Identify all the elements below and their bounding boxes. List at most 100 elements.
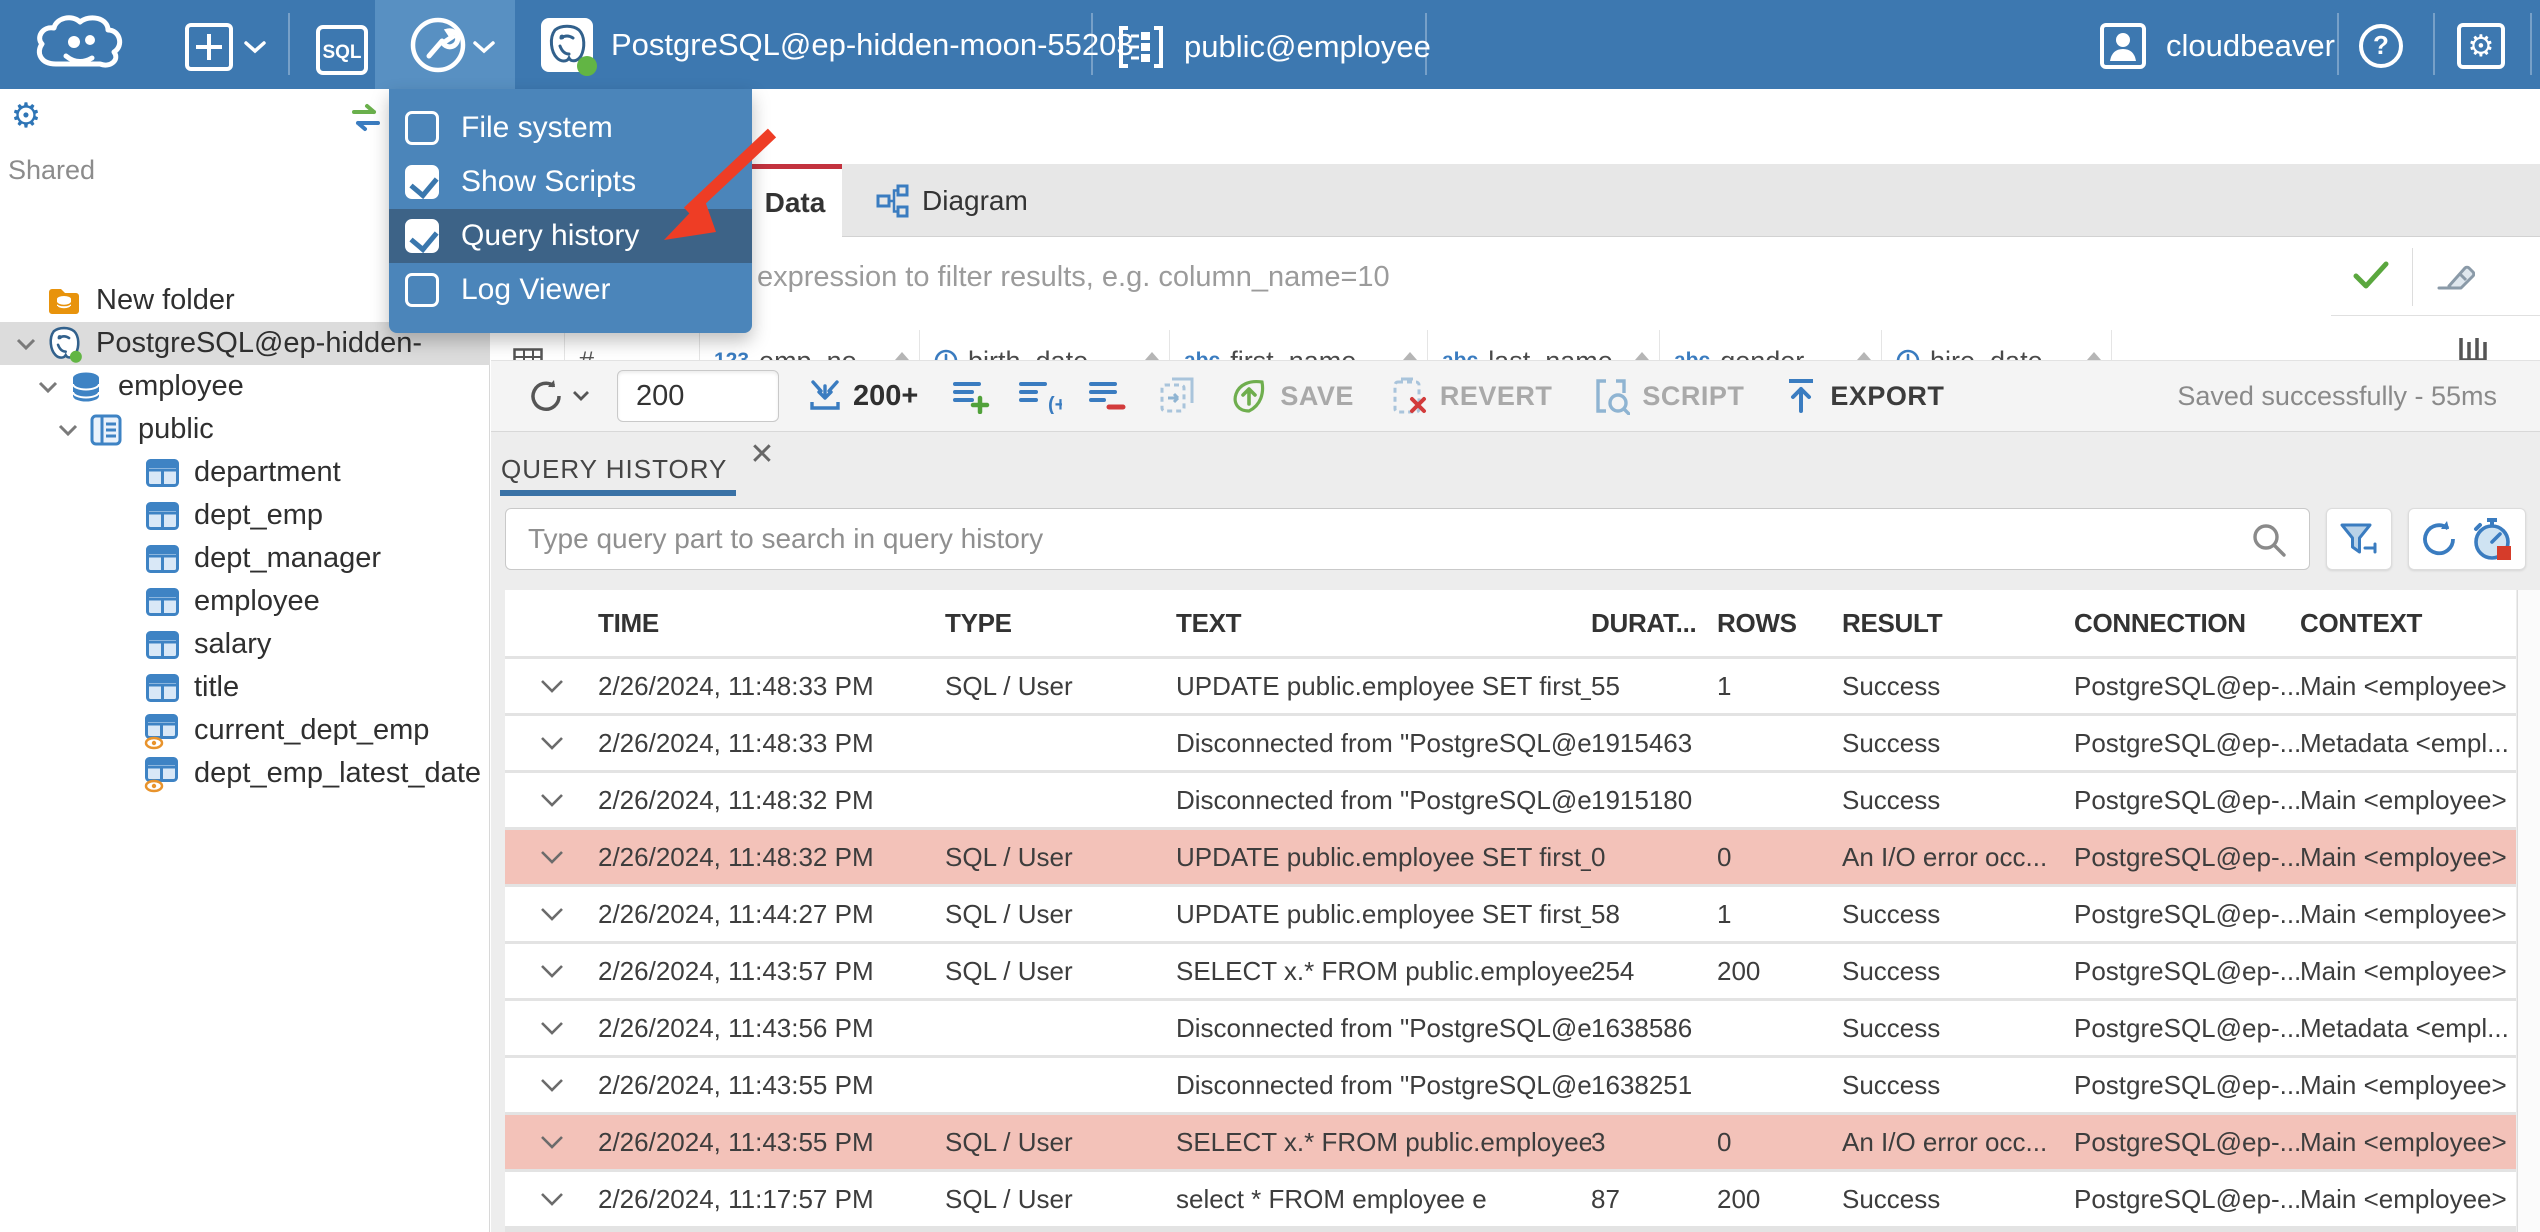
- sort-icon[interactable]: [1635, 351, 1649, 361]
- tree-item[interactable]: current_dept_emp: [0, 709, 490, 752]
- row-expand-chevron-icon[interactable]: [505, 735, 598, 751]
- tree-expand-chevron-icon[interactable]: [104, 638, 144, 652]
- query-history-row[interactable]: 2/26/2024, 11:48:33 PM SQL / User UPDATE…: [505, 659, 2516, 713]
- settings-button[interactable]: ⚙: [2457, 23, 2505, 69]
- row-expand-chevron-icon[interactable]: [505, 792, 598, 808]
- tree-expand-chevron-icon[interactable]: [104, 767, 144, 781]
- sidebar-settings-gear-icon[interactable]: ⚙: [8, 99, 44, 135]
- refresh-button[interactable]: [527, 376, 591, 416]
- checkbox[interactable]: [405, 165, 439, 199]
- save-button[interactable]: SAVE: [1230, 377, 1354, 415]
- refresh-icon[interactable]: [2419, 518, 2461, 560]
- row-expand-chevron-icon[interactable]: [505, 963, 598, 979]
- col-rows[interactable]: ROWS: [1717, 607, 1797, 638]
- checkbox[interactable]: [405, 273, 439, 307]
- tree-item[interactable]: public: [0, 408, 490, 451]
- tree-expand-chevron-icon[interactable]: [104, 552, 144, 566]
- cloudbeaver-logo[interactable]: [30, 12, 126, 78]
- tree-item[interactable]: dept_emp: [0, 494, 490, 537]
- tree-item[interactable]: dept_manager: [0, 537, 490, 580]
- sort-icon[interactable]: [1403, 351, 1417, 361]
- schema-selector[interactable]: public@employee: [1116, 25, 1431, 69]
- tree-item[interactable]: PostgreSQL@ep-hidden-: [0, 322, 490, 365]
- query-history-row[interactable]: 2/26/2024, 11:44:27 PM SQL / User UPDATE…: [505, 887, 2516, 941]
- tree-expand-chevron-icon[interactable]: [104, 509, 144, 523]
- tree-expand-chevron-icon[interactable]: [6, 294, 46, 308]
- query-history-row[interactable]: 2/26/2024, 11:43:57 PM SQL / User SELECT…: [505, 944, 2516, 998]
- sort-icon[interactable]: [2087, 351, 2101, 361]
- tree-expand-chevron-icon[interactable]: [48, 423, 88, 437]
- tree-item[interactable]: dept_emp_latest_date: [0, 752, 490, 795]
- tree-expand-chevron-icon[interactable]: [104, 681, 144, 695]
- tab-data[interactable]: Data: [748, 164, 842, 237]
- menu-item[interactable]: Show Scripts: [389, 155, 752, 209]
- tools-menu-button[interactable]: [375, 0, 515, 89]
- tree-expand-chevron-icon[interactable]: [104, 595, 144, 609]
- apply-filter-check-icon[interactable]: [2352, 258, 2390, 292]
- tree-expand-chevron-icon[interactable]: [28, 380, 68, 394]
- user-menu[interactable]: cloudbeaver: [2100, 23, 2335, 69]
- tree-item[interactable]: department: [0, 451, 490, 494]
- checkbox[interactable]: [405, 111, 439, 145]
- query-history-row[interactable]: 2/26/2024, 11:43:55 PM Disconnected from…: [505, 1058, 2516, 1112]
- col-time[interactable]: TIME: [598, 607, 659, 638]
- col-type[interactable]: TYPE: [945, 607, 1012, 638]
- sync-with-editor-icon[interactable]: [348, 103, 384, 133]
- col-connection[interactable]: CONNECTION: [2074, 607, 2246, 638]
- query-history-row[interactable]: 2/26/2024, 11:43:56 PM Disconnected from…: [505, 1001, 2516, 1055]
- tree-expand-chevron-icon[interactable]: [104, 466, 144, 480]
- tab-diagram[interactable]: Diagram: [842, 164, 1062, 237]
- filter-input[interactable]: [491, 238, 2331, 316]
- close-icon[interactable]: ✕: [749, 438, 775, 471]
- grid-column-header[interactable]: abc gender: [1660, 330, 1882, 360]
- tree-expand-chevron-icon[interactable]: [104, 724, 144, 738]
- row-expand-chevron-icon[interactable]: [505, 1077, 598, 1093]
- fetch-next-page-button[interactable]: 200+: [807, 378, 918, 414]
- tab-query-history[interactable]: QUERY HISTORY ✕: [501, 436, 775, 485]
- col-duration[interactable]: DURAT...: [1591, 607, 1697, 638]
- col-text[interactable]: TEXT: [1176, 607, 1242, 638]
- checkbox[interactable]: [405, 219, 439, 253]
- grid-column-header[interactable]: 123 emp_no: [700, 330, 920, 360]
- grid-column-header[interactable]: hire_date: [1882, 330, 2112, 360]
- menu-item[interactable]: Query history: [389, 209, 752, 263]
- new-connection-button[interactable]: [184, 22, 268, 72]
- row-expand-chevron-icon[interactable]: [505, 1134, 598, 1150]
- grid-rownum-header[interactable]: #: [565, 330, 700, 360]
- history-filter-button[interactable]: [2326, 508, 2392, 570]
- clear-filter-eraser-icon[interactable]: [2435, 260, 2475, 294]
- query-history-row[interactable]: 2/26/2024, 11:48:32 PM SQL / User UPDATE…: [505, 830, 2516, 884]
- history-refresh-group[interactable]: 5s: [2408, 508, 2526, 570]
- tree-expand-chevron-icon[interactable]: [6, 337, 46, 351]
- copy-results-button[interactable]: [1158, 377, 1196, 415]
- query-history-row[interactable]: 2/26/2024, 11:17:57 PM SQL / User select…: [505, 1172, 2516, 1226]
- grid-column-header[interactable]: abc last_name: [1428, 330, 1660, 360]
- row-expand-chevron-icon[interactable]: [505, 849, 598, 865]
- grid-column-header[interactable]: birth_date: [920, 330, 1170, 360]
- grid-columns-config-icon[interactable]: [2458, 334, 2488, 360]
- help-button[interactable]: ?: [2358, 23, 2404, 69]
- query-history-row[interactable]: 2/26/2024, 11:43:55 PM SQL / User SELECT…: [505, 1115, 2516, 1169]
- revert-button[interactable]: REVERT: [1390, 377, 1553, 415]
- tree-item[interactable]: employee: [0, 365, 490, 408]
- sort-icon[interactable]: [895, 351, 909, 361]
- menu-item[interactable]: File system: [389, 101, 752, 155]
- script-button[interactable]: SCRIPT: [1592, 377, 1744, 415]
- col-result[interactable]: RESULT: [1842, 607, 1943, 638]
- query-history-row[interactable]: 2/26/2024, 11:48:32 PM Disconnected from…: [505, 773, 2516, 827]
- row-expand-chevron-icon[interactable]: [505, 1191, 598, 1207]
- col-context[interactable]: CONTEXT: [2300, 607, 2423, 638]
- row-expand-chevron-icon[interactable]: [505, 906, 598, 922]
- tree-item[interactable]: title: [0, 666, 490, 709]
- row-limit-input[interactable]: [617, 370, 779, 422]
- row-expand-chevron-icon[interactable]: [505, 678, 598, 694]
- connection-selector[interactable]: PostgreSQL@ep-hidden-moon-55203: [541, 18, 1134, 76]
- grid-column-header[interactable]: abc first_name: [1170, 330, 1428, 360]
- add-row-button[interactable]: [952, 378, 992, 414]
- menu-item[interactable]: Log Viewer: [389, 263, 752, 317]
- auto-refresh-timer-icon[interactable]: [2469, 516, 2515, 562]
- sort-icon[interactable]: [1145, 351, 1159, 361]
- query-history-search-input[interactable]: [505, 508, 2310, 570]
- duplicate-row-button[interactable]: (+): [1018, 378, 1062, 414]
- query-history-row[interactable]: 2/26/2024, 11:48:33 PM Disconnected from…: [505, 716, 2516, 770]
